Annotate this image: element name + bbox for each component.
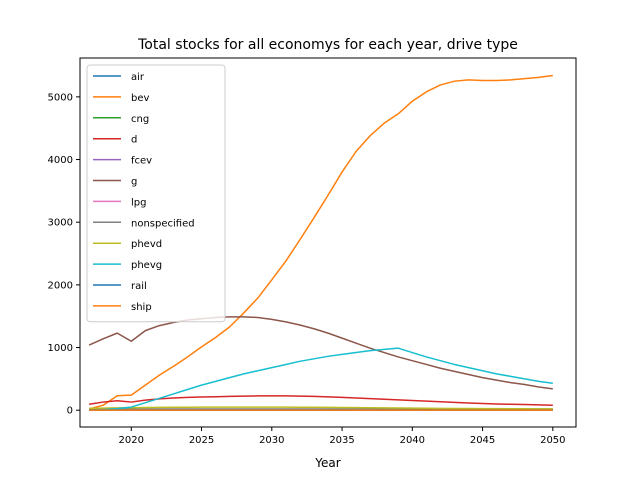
series-line-d xyxy=(89,395,553,406)
legend-label-phevg: phevg xyxy=(131,260,162,271)
y-tick-label: 3000 xyxy=(48,218,73,229)
x-axis-label: Year xyxy=(314,456,340,470)
series-line-g xyxy=(88,316,553,390)
legend-label-ship: ship xyxy=(131,302,152,313)
legend: air bev cng d fcev g lpg nonspecified phevd phevg… xyxy=(86,64,226,323)
x-tick-label: 2020 xyxy=(119,435,144,446)
x-axis: 2020 2025 2030 2035 2040 2045 2050 xyxy=(119,427,566,446)
x-tick-label: 2025 xyxy=(189,435,214,446)
legend-label-g: g xyxy=(131,177,137,188)
plot-lines xyxy=(88,74,553,411)
y-tick-label: 1000 xyxy=(48,343,73,354)
legend-label-rail: rail xyxy=(131,281,147,292)
y-tick-label: 0 xyxy=(67,406,73,417)
y-tick-label: 5000 xyxy=(48,92,73,103)
chart-title: Total stocks for all economys for each y… xyxy=(137,37,518,53)
x-tick-label: 2035 xyxy=(329,435,354,446)
legend-label-d: d xyxy=(131,135,137,146)
x-tick-label: 2030 xyxy=(259,435,284,446)
legend-box xyxy=(86,64,226,323)
legend-label-cng: cng xyxy=(131,114,149,125)
x-tick-label: 2040 xyxy=(400,435,425,446)
legend-label-nonspecified: nonspecified xyxy=(131,218,195,229)
legend-label-lpg: lpg xyxy=(131,197,146,208)
plot-frame xyxy=(79,57,577,428)
series-line-phevd xyxy=(89,406,553,410)
y-tick-label: 2000 xyxy=(48,280,73,291)
legend-label-fcev: fcev xyxy=(131,156,152,167)
legend-label-bev: bev xyxy=(131,93,150,104)
x-tick-label: 2045 xyxy=(470,435,495,446)
x-tick-label: 2050 xyxy=(540,435,565,446)
y-axis: 0 1000 2000 3000 4000 5000 xyxy=(48,92,80,417)
legend-label-phevd: phevd xyxy=(131,239,162,250)
series-line-bev xyxy=(88,74,553,410)
legend-label-air: air xyxy=(131,72,145,83)
series-line-phevg xyxy=(89,347,553,411)
y-tick-label: 4000 xyxy=(48,155,73,166)
